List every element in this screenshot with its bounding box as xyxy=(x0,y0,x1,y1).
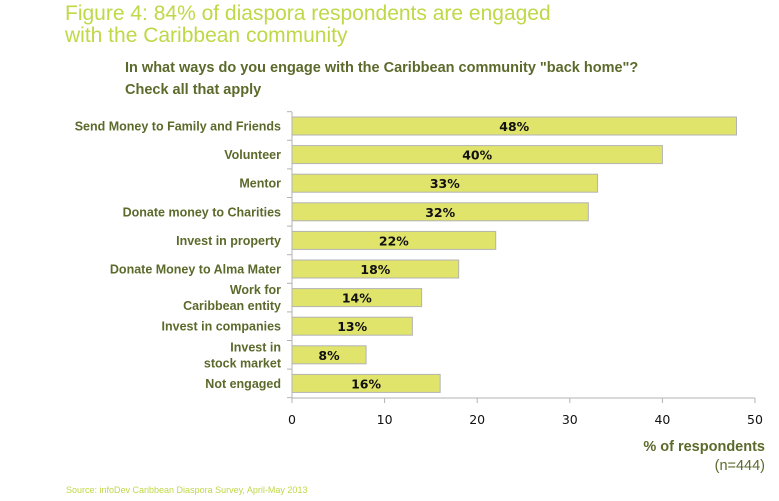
data-label: 22% xyxy=(379,233,409,248)
x-tick-label: 0 xyxy=(288,412,296,427)
category-label: Donate money to Charities xyxy=(123,205,281,219)
category-label: Invest in property xyxy=(176,234,281,248)
bar xyxy=(291,202,589,222)
bar xyxy=(291,145,663,165)
source-note: Source: infoDev Caribbean Diaspora Surve… xyxy=(66,485,308,495)
chart-title: In what ways do you engage with the Cari… xyxy=(125,57,638,101)
data-label: 14% xyxy=(342,291,372,306)
bar xyxy=(291,373,441,393)
data-label: 33% xyxy=(430,176,460,191)
category-label: Invest in companies xyxy=(162,320,282,334)
category-label: Send Money to Family and Friends xyxy=(75,120,281,134)
bar xyxy=(291,345,367,365)
data-label: 48% xyxy=(499,119,529,134)
category-label: Caribbean entity xyxy=(183,299,281,313)
data-label: 32% xyxy=(425,205,455,220)
data-label: 8% xyxy=(318,348,340,363)
data-label: 13% xyxy=(337,319,367,334)
chart-title-line-2: Check all that apply xyxy=(125,82,262,98)
data-label: 18% xyxy=(360,262,390,277)
category-label: Invest in xyxy=(230,340,281,354)
x-tick-label: 50 xyxy=(747,412,763,427)
x-tick-label: 30 xyxy=(562,412,578,427)
data-label: 40% xyxy=(462,148,492,163)
sample-size-note: (n=444) xyxy=(714,458,765,474)
category-label: stock market xyxy=(204,356,282,370)
category-label: Donate Money to Alma Mater xyxy=(110,263,281,277)
figure-title-line-1: Figure 4: 84% of diaspora respondents ar… xyxy=(65,2,551,25)
bar xyxy=(291,116,737,136)
bar xyxy=(291,173,599,193)
bar xyxy=(291,259,460,279)
figure-title-line-2: with the Caribbean community xyxy=(65,24,348,47)
data-label: 16% xyxy=(351,376,381,391)
figure-title: Figure 4: 84% of diaspora respondents ar… xyxy=(65,3,551,47)
x-tick-label: 10 xyxy=(377,412,393,427)
bar xyxy=(291,288,423,308)
category-label: Work for xyxy=(230,283,281,297)
bar xyxy=(291,316,413,336)
x-tick-label: 20 xyxy=(469,412,485,427)
chart-title-line-1: In what ways do you engage with the Cari… xyxy=(125,60,639,76)
bar xyxy=(291,230,497,250)
x-tick-label: 40 xyxy=(654,412,670,427)
category-label: Mentor xyxy=(239,177,281,191)
category-label: Volunteer xyxy=(224,148,281,162)
x-axis-label: % of respondents xyxy=(643,439,765,455)
category-label: Not engaged xyxy=(205,377,281,391)
